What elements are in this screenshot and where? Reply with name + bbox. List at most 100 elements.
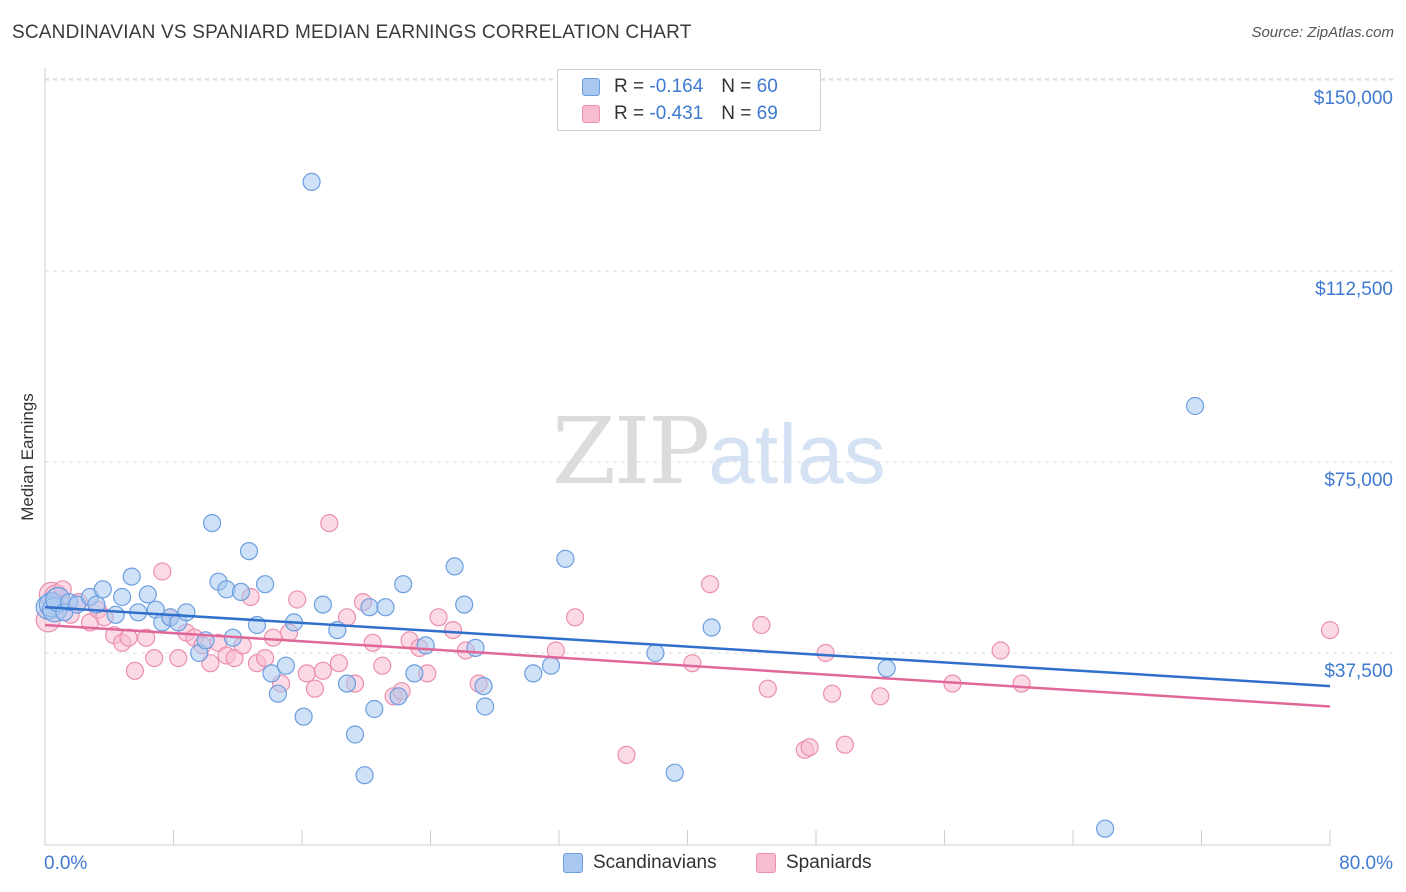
scandinavians-points [35,172,1205,838]
spaniards-point [264,628,283,647]
legend-n-value: 69 [756,103,778,124]
legend-row-scandinavians: R = -0.164 N = 60 [582,74,778,100]
legend-r-label: R = [614,103,645,124]
spaniards-point [320,513,339,533]
spaniards-point [800,738,819,757]
legend-r-value: -0.164 [649,76,704,97]
scandinavians-point [394,575,413,594]
legend-item-spaniards[interactable]: Spaniards [756,852,872,874]
scandinavians-point [294,707,313,726]
scandinavians-point [138,585,157,604]
legend-swatch-pink [756,853,776,873]
spaniards-point [169,648,188,668]
scandinavians-point [355,766,374,785]
scandinavians-point [445,557,464,576]
y-tick-label: $112,500 [1315,279,1393,300]
spaniards-point [700,575,720,594]
scandinavians-point [337,674,357,693]
legend-label: Scandinavians [593,852,717,873]
scandinavians-point [556,549,575,568]
scandinavians-trend-line [44,605,1331,688]
watermark-zip: ZIP [552,398,710,505]
spaniards-point [153,562,172,581]
scandinavians-point [665,763,684,782]
spaniards-point [297,664,316,683]
spaniards-point [991,641,1010,660]
legend-r-value: -0.431 [649,103,704,124]
scandinavians-point [877,659,896,678]
x-tick-label: 80.0% [1339,853,1393,874]
legend-swatch-blue [563,853,583,873]
scandinavians-point [177,603,196,622]
legend-n-label: N = [721,76,752,97]
spaniards-point [329,654,348,673]
y-tick-label: $37,500 [1324,661,1393,682]
scandinavians-point [416,636,435,655]
scandinavians-point [1185,396,1205,416]
spaniards-point [871,687,890,706]
spaniards-point [1320,620,1340,640]
spaniards-point [1012,674,1031,693]
scandinavians-point [276,656,295,675]
spaniards-point [816,643,835,663]
scandinavians-point [231,582,251,602]
spaniards-point [752,615,771,635]
scandinavians-point [376,598,395,617]
scandinavians-point [474,676,493,696]
spaniards-point [835,735,855,754]
legend-swatch-pink [582,105,600,123]
spaniards-point [373,656,392,675]
spaniards-point [617,745,636,765]
scandinavians-point [345,725,365,744]
spaniards-point [145,648,164,668]
scandinavians-point [313,595,332,614]
y-axis-label: Median Earnings [18,393,37,521]
spaniards-point [225,648,244,668]
spaniards-trend-line [44,623,1331,708]
legend-swatch-blue [582,78,600,96]
watermark-atlas: atlas [708,407,886,501]
scandinavians-point [1095,819,1115,838]
spaniards-point [288,590,307,609]
scandinavians-point [122,567,141,586]
scandinavians-point [524,664,543,683]
legend-r-label: R = [614,76,645,97]
scandinavians-point [256,575,275,594]
series-legend: Scandinavians Spaniards [0,852,1406,878]
legend-n-value: 60 [756,76,778,97]
legend-n-label: N = [721,103,752,124]
scandinavians-point [302,172,321,191]
axis-labels: $37,500 $75,000 $112,500 $150,000 0.0% 80.0% M… [18,88,1393,874]
gridlines [45,78,1394,654]
scandinavians-point [646,643,665,663]
spaniards-point [137,628,156,647]
scandinavians-point [203,513,222,533]
scandinavians-point [541,656,561,675]
y-tick-label: $75,000 [1324,470,1393,491]
scandinavians-point [365,699,384,719]
spaniards-point [256,648,275,668]
scandinavians-point [268,684,287,703]
spaniards-point [429,608,448,627]
spaniards-point [363,633,382,652]
trend-lines [44,605,1331,708]
spaniards-point [683,654,702,673]
spaniards-point [313,661,332,680]
scandinavians-point [262,664,281,683]
axes [44,68,1331,846]
x-tick-label: 0.0% [44,853,87,874]
legend-row-spaniards: R = -0.431 N = 69 [582,101,778,127]
legend-item-scandinavians[interactable]: Scandinavians [563,852,717,874]
scandinavians-point [239,541,259,561]
spaniards-point [443,620,463,640]
scandinavians-point [93,580,112,599]
chart-title: SCANDINAVIAN VS SPANIARD MEDIAN EARNINGS… [12,22,692,43]
spaniards-point [822,684,842,703]
scandinavians-point [112,587,132,607]
spaniards-point [201,654,220,673]
correlation-legend: R = -0.164 N = 60 R = -0.431 N = 69 [557,69,821,131]
scandinavians-point [455,595,474,614]
y-tick-label: $150,000 [1314,88,1393,109]
scandinavians-point [476,697,495,716]
